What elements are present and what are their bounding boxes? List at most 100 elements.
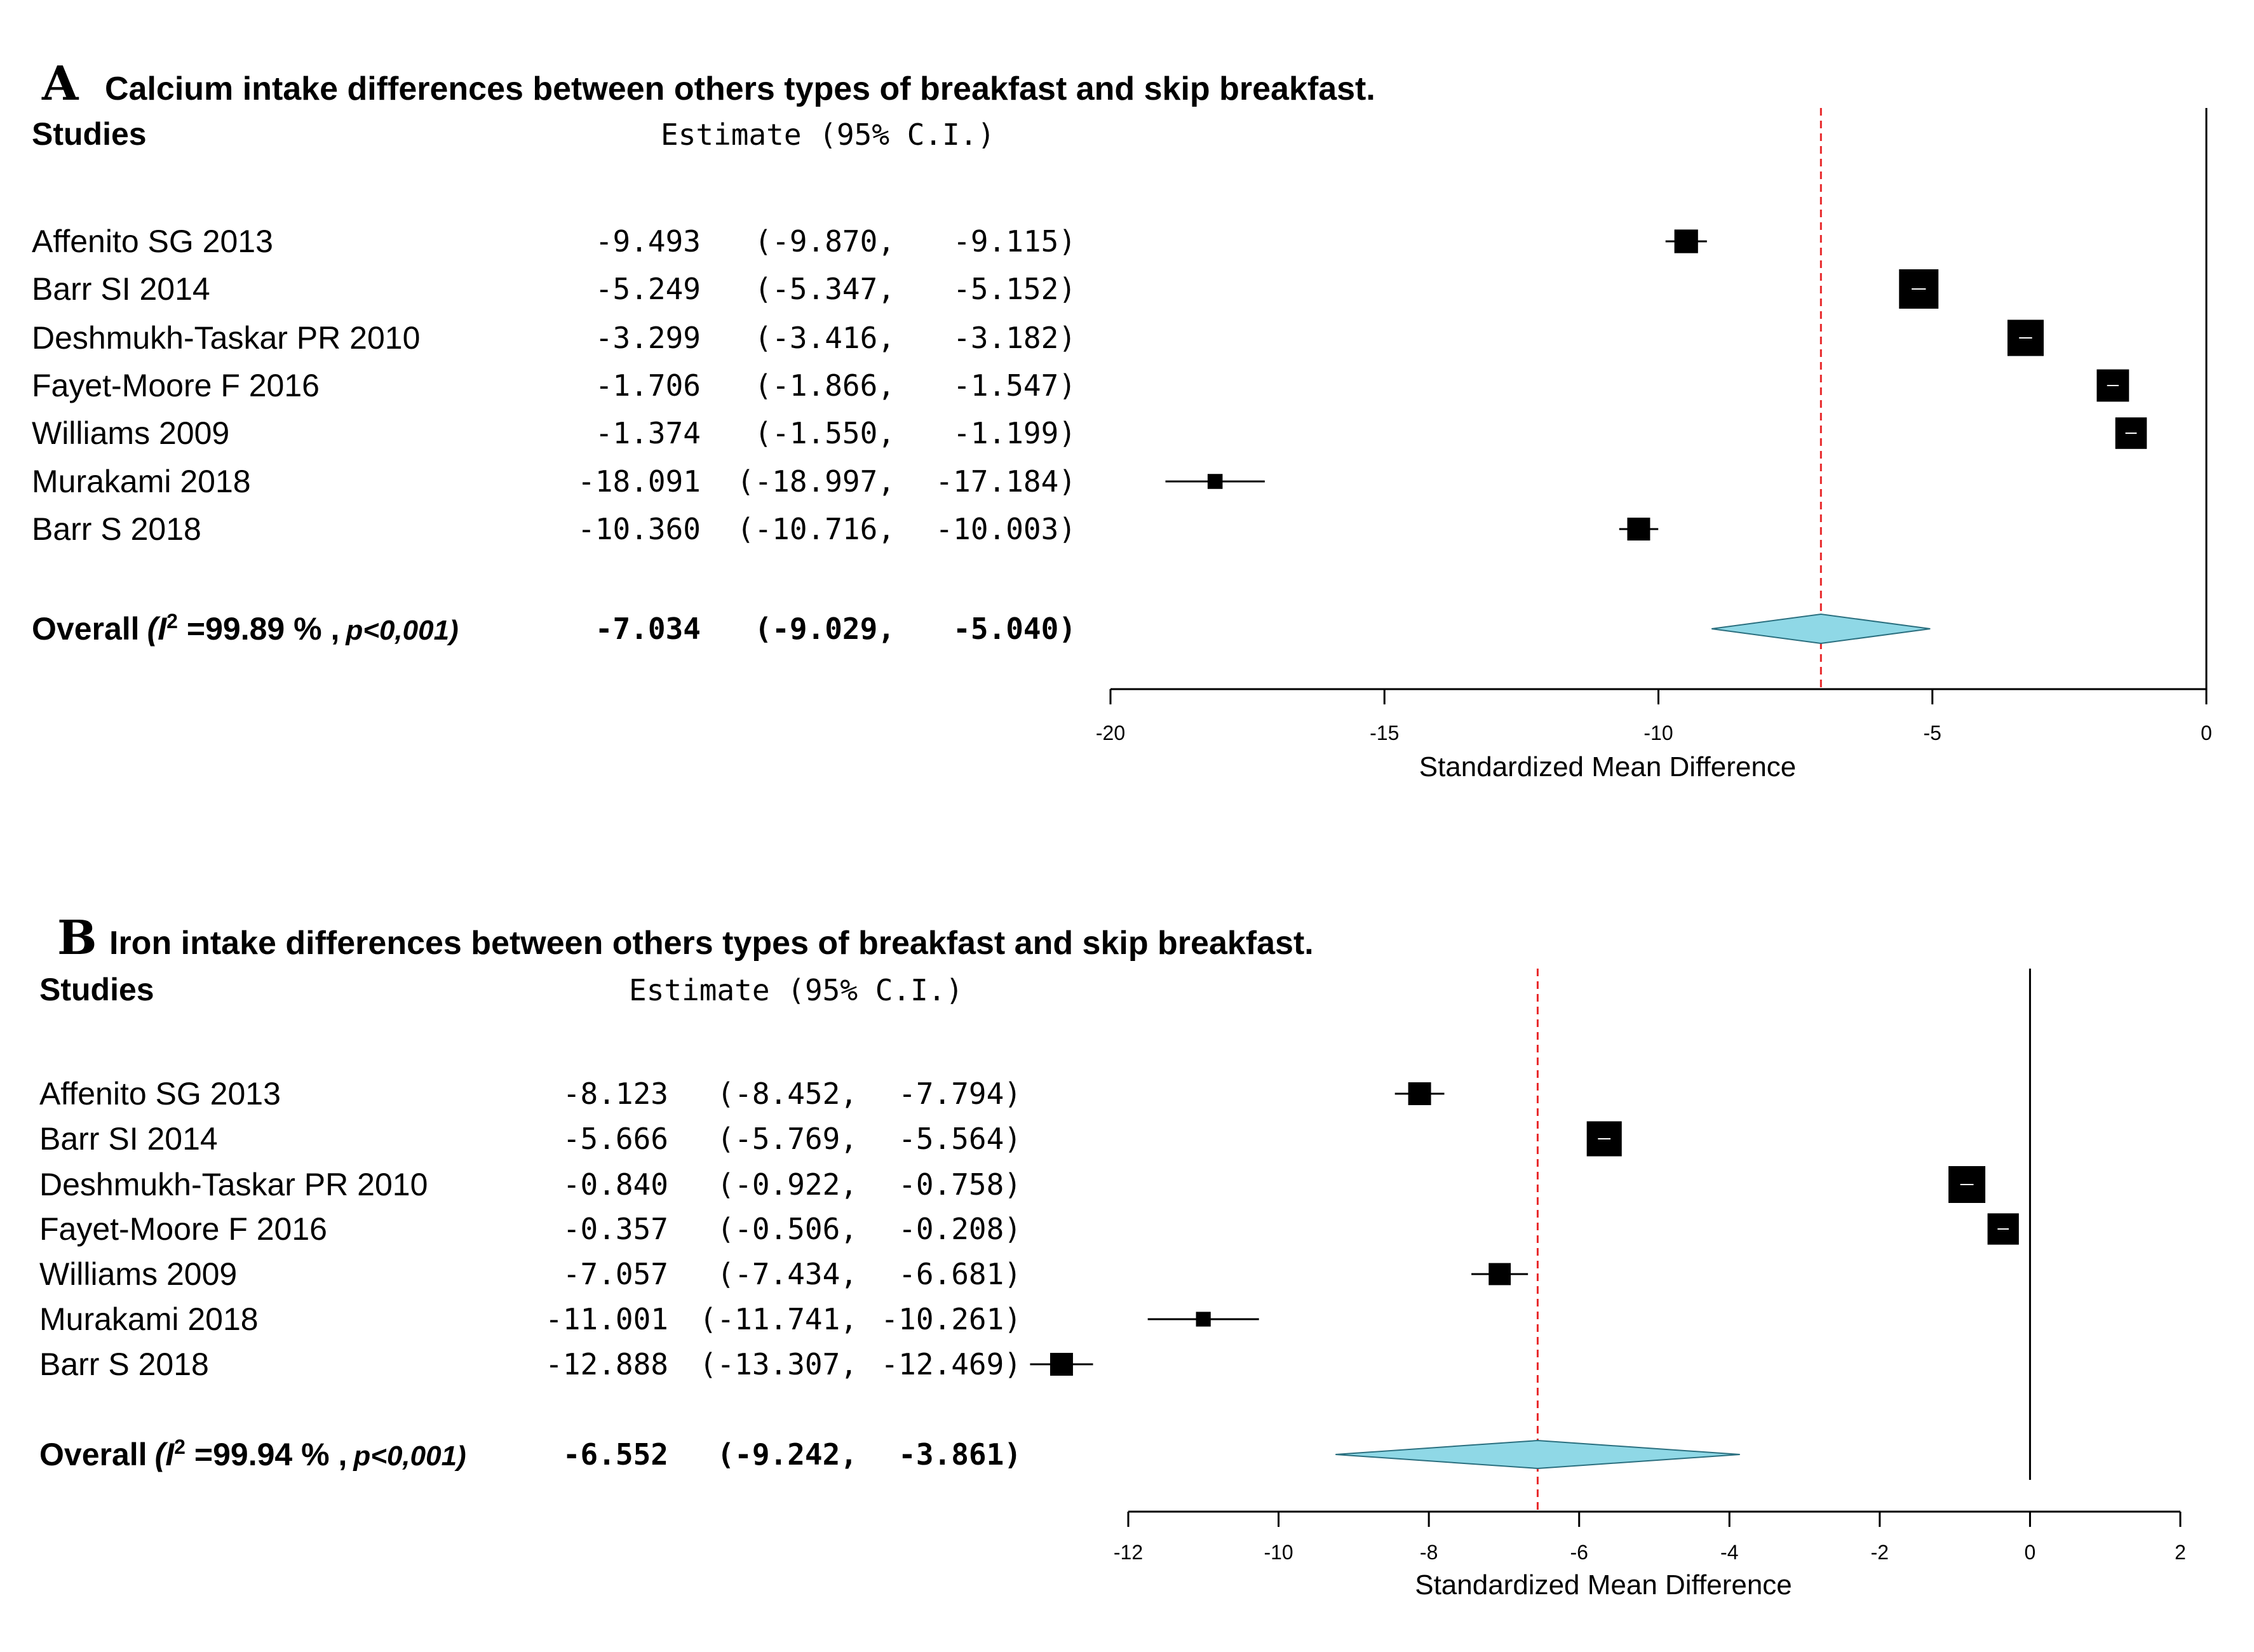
x-tick-label: -10 bbox=[1643, 722, 1673, 744]
study-estimate: -8.123 bbox=[563, 1077, 668, 1111]
estimate-column-header: Estimate (95% C.I.) bbox=[629, 973, 963, 1007]
overall-label-text: Overall bbox=[32, 611, 140, 647]
heterogeneity-value: =99.89 % , bbox=[187, 611, 339, 647]
study-estimate: -1.374 bbox=[595, 416, 701, 450]
study-ci-upper: -5.564) bbox=[898, 1122, 1022, 1156]
study-row: Barr S 2018 -12.888 (-13.307, -12.469) bbox=[39, 1346, 1093, 1382]
study-ci-lower: (-5.347, bbox=[754, 272, 895, 306]
x-axis: -20 -15 -10 -5 0 Standardized Mean Difference bbox=[1096, 688, 2212, 782]
x-tick-label: -10 bbox=[1264, 1541, 1293, 1564]
study-name: Fayet-Moore F 2016 bbox=[39, 1211, 327, 1247]
study-ci-upper: -9.115) bbox=[953, 224, 1076, 259]
overall-label: Overall (I2 =99.89 % , p<0,001) bbox=[32, 610, 459, 647]
study-estimate-marker bbox=[1674, 229, 1698, 253]
study-estimate: -0.840 bbox=[563, 1167, 668, 1202]
study-ci-upper: -17.184) bbox=[935, 464, 1076, 499]
study-estimate: -3.299 bbox=[595, 321, 701, 355]
study-estimate: -0.357 bbox=[563, 1212, 668, 1246]
study-ci-upper: -6.681) bbox=[898, 1257, 1022, 1291]
x-axis-title: Standardized Mean Difference bbox=[1415, 1569, 1792, 1601]
studies-column-header: Studies bbox=[32, 116, 147, 152]
study-row: Murakami 2018 -18.091 (-18.997, -17.184) bbox=[32, 464, 1265, 499]
panel-letter: A bbox=[41, 57, 79, 111]
x-tick-label: -20 bbox=[1096, 722, 1125, 744]
study-ci-upper: -0.208) bbox=[898, 1212, 1022, 1246]
heterogeneity-p-value: p<0,001) bbox=[345, 615, 458, 646]
study-ci-lower: (-1.866, bbox=[754, 368, 895, 403]
study-ci-upper: -12.469) bbox=[881, 1347, 1022, 1381]
estimate-column-header: Estimate (95% C.I.) bbox=[661, 118, 995, 152]
x-tick-label: 2 bbox=[2175, 1541, 2186, 1564]
study-ci-upper: -1.199) bbox=[953, 416, 1076, 450]
overall-ci-upper: -3.861) bbox=[898, 1437, 1022, 1472]
study-row: Fayet-Moore F 2016 -1.706 (-1.866, -1.547) bbox=[32, 368, 2129, 403]
study-estimate: -12.888 bbox=[545, 1347, 668, 1381]
panel-title: Iron intake differences between others t… bbox=[109, 925, 1314, 962]
study-ci-upper: -5.152) bbox=[953, 272, 1076, 306]
x-tick-label: -2 bbox=[1871, 1541, 1889, 1564]
study-name: Deshmukh-Taskar PR 2010 bbox=[32, 320, 420, 356]
study-row: Deshmukh-Taskar PR 2010 -0.840 (-0.922, -0.… bbox=[39, 1166, 1986, 1203]
study-ci-lower: (-8.452, bbox=[717, 1077, 858, 1111]
x-tick-label: -12 bbox=[1114, 1541, 1143, 1564]
study-ci-lower: (-18.997, bbox=[737, 464, 895, 499]
study-ci-upper: -0.758) bbox=[898, 1167, 1022, 1202]
study-name: Barr SI 2014 bbox=[39, 1121, 218, 1157]
overall-estimate: -6.552 bbox=[563, 1437, 668, 1472]
study-ci-upper: -10.261) bbox=[881, 1302, 1022, 1336]
panel-title: Calcium intake differences between other… bbox=[105, 71, 1375, 107]
study-ci-upper: -3.182) bbox=[953, 321, 1076, 355]
x-tick-label: 0 bbox=[2025, 1541, 2036, 1564]
heterogeneity-value: =99.94 % , bbox=[194, 1437, 347, 1472]
heterogeneity-superscript: 2 bbox=[174, 1435, 186, 1458]
x-tick-label: -15 bbox=[1370, 722, 1399, 744]
overall-diamond bbox=[1335, 1439, 1740, 1470]
overall-label: Overall (I2 =99.94 % , p<0,001) bbox=[39, 1435, 466, 1472]
x-tick-label: -5 bbox=[1924, 722, 1941, 744]
study-name: Williams 2009 bbox=[39, 1256, 237, 1292]
overall-ci-upper: -5.040) bbox=[953, 612, 1076, 646]
studies-column-header: Studies bbox=[39, 972, 154, 1007]
study-row: Barr S 2018 -10.360 (-10.716, -10.003) bbox=[32, 511, 1659, 547]
study-ci-lower: (-5.769, bbox=[717, 1122, 858, 1156]
study-estimate-marker bbox=[1196, 1312, 1211, 1327]
study-ci-lower: (-10.716, bbox=[737, 512, 895, 546]
study-row: Williams 2009 -1.374 (-1.550, -1.199) bbox=[32, 415, 2147, 451]
forest-panel-b: B Iron intake differences between others … bbox=[39, 911, 2186, 1601]
study-name: Affenito SG 2013 bbox=[39, 1076, 281, 1111]
study-estimate: -5.666 bbox=[563, 1122, 668, 1156]
study-estimate: -5.249 bbox=[595, 272, 701, 306]
x-axis-title: Standardized Mean Difference bbox=[1419, 751, 1797, 782]
study-estimate-marker bbox=[1488, 1263, 1511, 1286]
study-name: Barr SI 2014 bbox=[32, 271, 210, 307]
x-axis: -12 -10 -8 -6 -4 -2 0 2 Standardized Mean Differ… bbox=[1114, 1510, 2186, 1601]
study-name: Deshmukh-Taskar PR 2010 bbox=[39, 1167, 428, 1202]
study-estimate: -7.057 bbox=[563, 1257, 668, 1291]
overall-row: Overall (I2 =99.94 % , p<0,001) -6.552 (-9.24… bbox=[39, 1435, 1740, 1472]
study-estimate: -18.091 bbox=[577, 464, 701, 499]
study-estimate-marker bbox=[1408, 1082, 1431, 1105]
study-estimate-marker bbox=[1049, 1353, 1073, 1376]
study-estimate: -11.001 bbox=[545, 1302, 668, 1336]
study-ci-lower: (-13.307, bbox=[699, 1347, 858, 1381]
study-row: Williams 2009 -7.057 (-7.434, -6.681) bbox=[39, 1256, 1529, 1292]
study-ci-lower: (-0.506, bbox=[717, 1212, 858, 1246]
study-ci-upper: -1.547) bbox=[953, 368, 1076, 403]
study-estimate: -10.360 bbox=[577, 512, 701, 546]
study-ci-upper: -7.794) bbox=[898, 1077, 1022, 1111]
study-estimate: -1.706 bbox=[595, 368, 701, 403]
study-name: Murakami 2018 bbox=[39, 1301, 259, 1337]
heterogeneity-superscript: 2 bbox=[166, 610, 178, 633]
study-ci-lower: (-3.416, bbox=[754, 321, 895, 355]
study-row: Barr SI 2014 -5.666 (-5.769, -5.564) bbox=[39, 1121, 1622, 1157]
overall-ci-lower: (-9.029, bbox=[754, 612, 895, 646]
study-estimate-marker bbox=[1627, 518, 1650, 541]
study-ci-lower: (-1.550, bbox=[754, 416, 895, 450]
study-ci-lower: (-0.922, bbox=[717, 1167, 858, 1202]
study-ci-lower: (-9.870, bbox=[754, 224, 895, 259]
study-ci-upper: -10.003) bbox=[935, 512, 1076, 546]
study-estimate: -9.493 bbox=[595, 224, 701, 259]
overall-ci-lower: (-9.242, bbox=[717, 1437, 858, 1472]
study-ci-lower: (-7.434, bbox=[717, 1257, 858, 1291]
